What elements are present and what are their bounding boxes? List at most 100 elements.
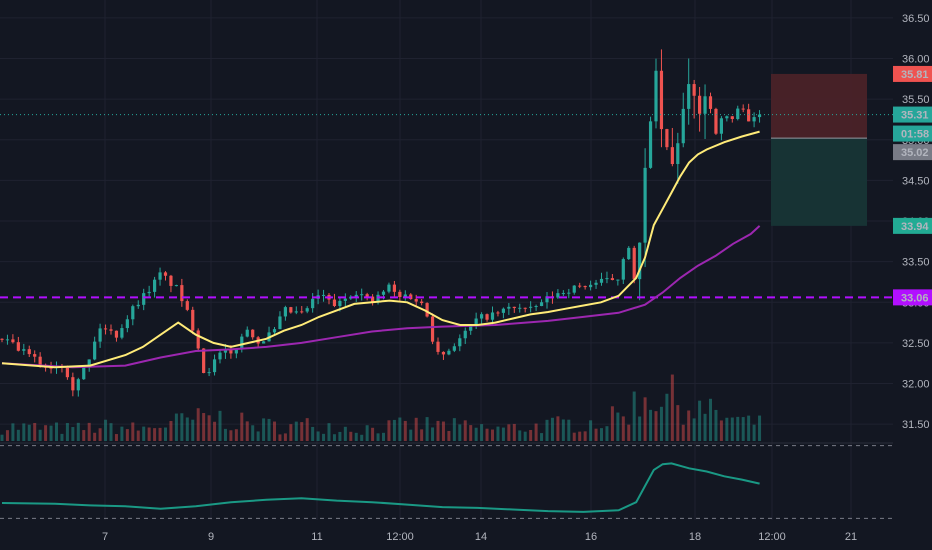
candle-body [120,328,124,338]
candle-body [507,306,511,309]
volume-bar [87,422,91,441]
volume-bars [0,374,762,441]
candle-body [529,306,533,308]
volume-bar [681,424,685,441]
volume-bar [474,427,478,441]
candle-body [142,293,146,305]
volume-bar [441,421,445,441]
volume-bar [654,411,658,441]
volume-bar [605,426,609,441]
ema-fast-line [1,130,760,369]
volume-bar [55,422,58,441]
candle-body [136,304,140,307]
volume-bar [382,432,385,441]
take-profit-zone[interactable] [771,138,867,226]
time-axis[interactable]: 7 9 11 12:00 14 16 18 12:00 21 [102,531,857,543]
volume-bar [512,423,516,441]
volume-bar [730,417,734,441]
target-price-tag: 33.94 [901,221,929,233]
volume-bar [496,426,500,441]
volume-bar [65,423,69,441]
candle-body [578,285,582,287]
candle-body [430,316,435,342]
volume-bar [414,417,418,441]
time-tick-label: 11 [311,531,322,543]
volume-bar [600,428,603,441]
volume-bar [207,415,211,441]
candle-body [589,284,593,288]
candle-body [725,116,729,119]
entry-price-tag-bg [893,144,932,161]
candle-body [147,291,151,294]
volume-bar [294,421,298,441]
volume-bar [27,424,31,441]
volume-bar [480,424,484,441]
volume-bar [332,434,336,441]
price-tick-label: 36.50 [902,13,930,25]
volume-bar [191,419,195,441]
volume-bar [300,422,304,441]
volume-bar [676,405,680,441]
candle-body [719,118,723,134]
volume-bar [594,428,598,441]
volume-bar [670,374,674,441]
candle-body [202,348,206,373]
candle-body [627,247,631,260]
bar-countdown-tag-bg [893,125,932,142]
candle-body [501,308,505,313]
candle-body [414,299,418,302]
candle-body [687,84,691,109]
bar-countdown-tag: 01:58 [901,129,929,141]
candle-body [403,294,407,298]
candle-body [425,303,429,317]
price-axis[interactable]: 36.5036.0035.5035.0034.5034.0033.5033.00… [893,0,932,550]
stop-price-tag: 35.81 [901,69,929,81]
volume-bar [153,428,157,441]
candle-body [82,366,86,380]
candle-body [665,129,669,148]
candle-body [747,109,751,122]
price-tick-label: 36.00 [902,54,930,66]
candle-body [262,341,266,344]
time-tick-label: 18 [689,531,701,543]
volume-bar [245,421,249,441]
volume-bar [174,413,178,441]
volume-bar [240,412,244,441]
volume-bar [436,420,440,441]
time-tick-label: 7 [102,531,108,543]
volume-bar [316,431,320,441]
candle-body [632,247,636,280]
price-tick-label: 32.50 [902,338,930,350]
volume-bar [703,413,707,441]
candle-body [381,291,386,295]
candle-body [698,95,702,114]
candle-body [98,328,102,342]
short-position-tool[interactable] [771,73,867,226]
candle-body [714,108,718,134]
volume-bar [93,432,97,441]
candle-body [441,351,446,355]
volume-bar [44,425,48,441]
volume-bar [643,397,647,441]
candle-body [638,242,642,280]
volume-bar [343,426,347,441]
candle-body [572,285,576,293]
candle-body [387,284,391,292]
stop-loss-zone[interactable] [771,73,867,139]
volume-bar [109,423,113,441]
volume-bar [725,417,729,441]
volume-bar [371,427,375,441]
time-tick-label: 9 [208,531,214,543]
volume-bar [98,428,102,441]
candle-body [0,338,4,340]
volume-bar [447,430,451,441]
volume-bar [719,420,723,441]
candle-body [490,312,495,320]
volume-bar [463,420,467,441]
candle-body [163,272,168,276]
volume-bar [610,406,614,441]
candle-body [676,143,680,165]
entry-price-tag: 35.02 [901,147,929,159]
candle-body [289,307,293,313]
